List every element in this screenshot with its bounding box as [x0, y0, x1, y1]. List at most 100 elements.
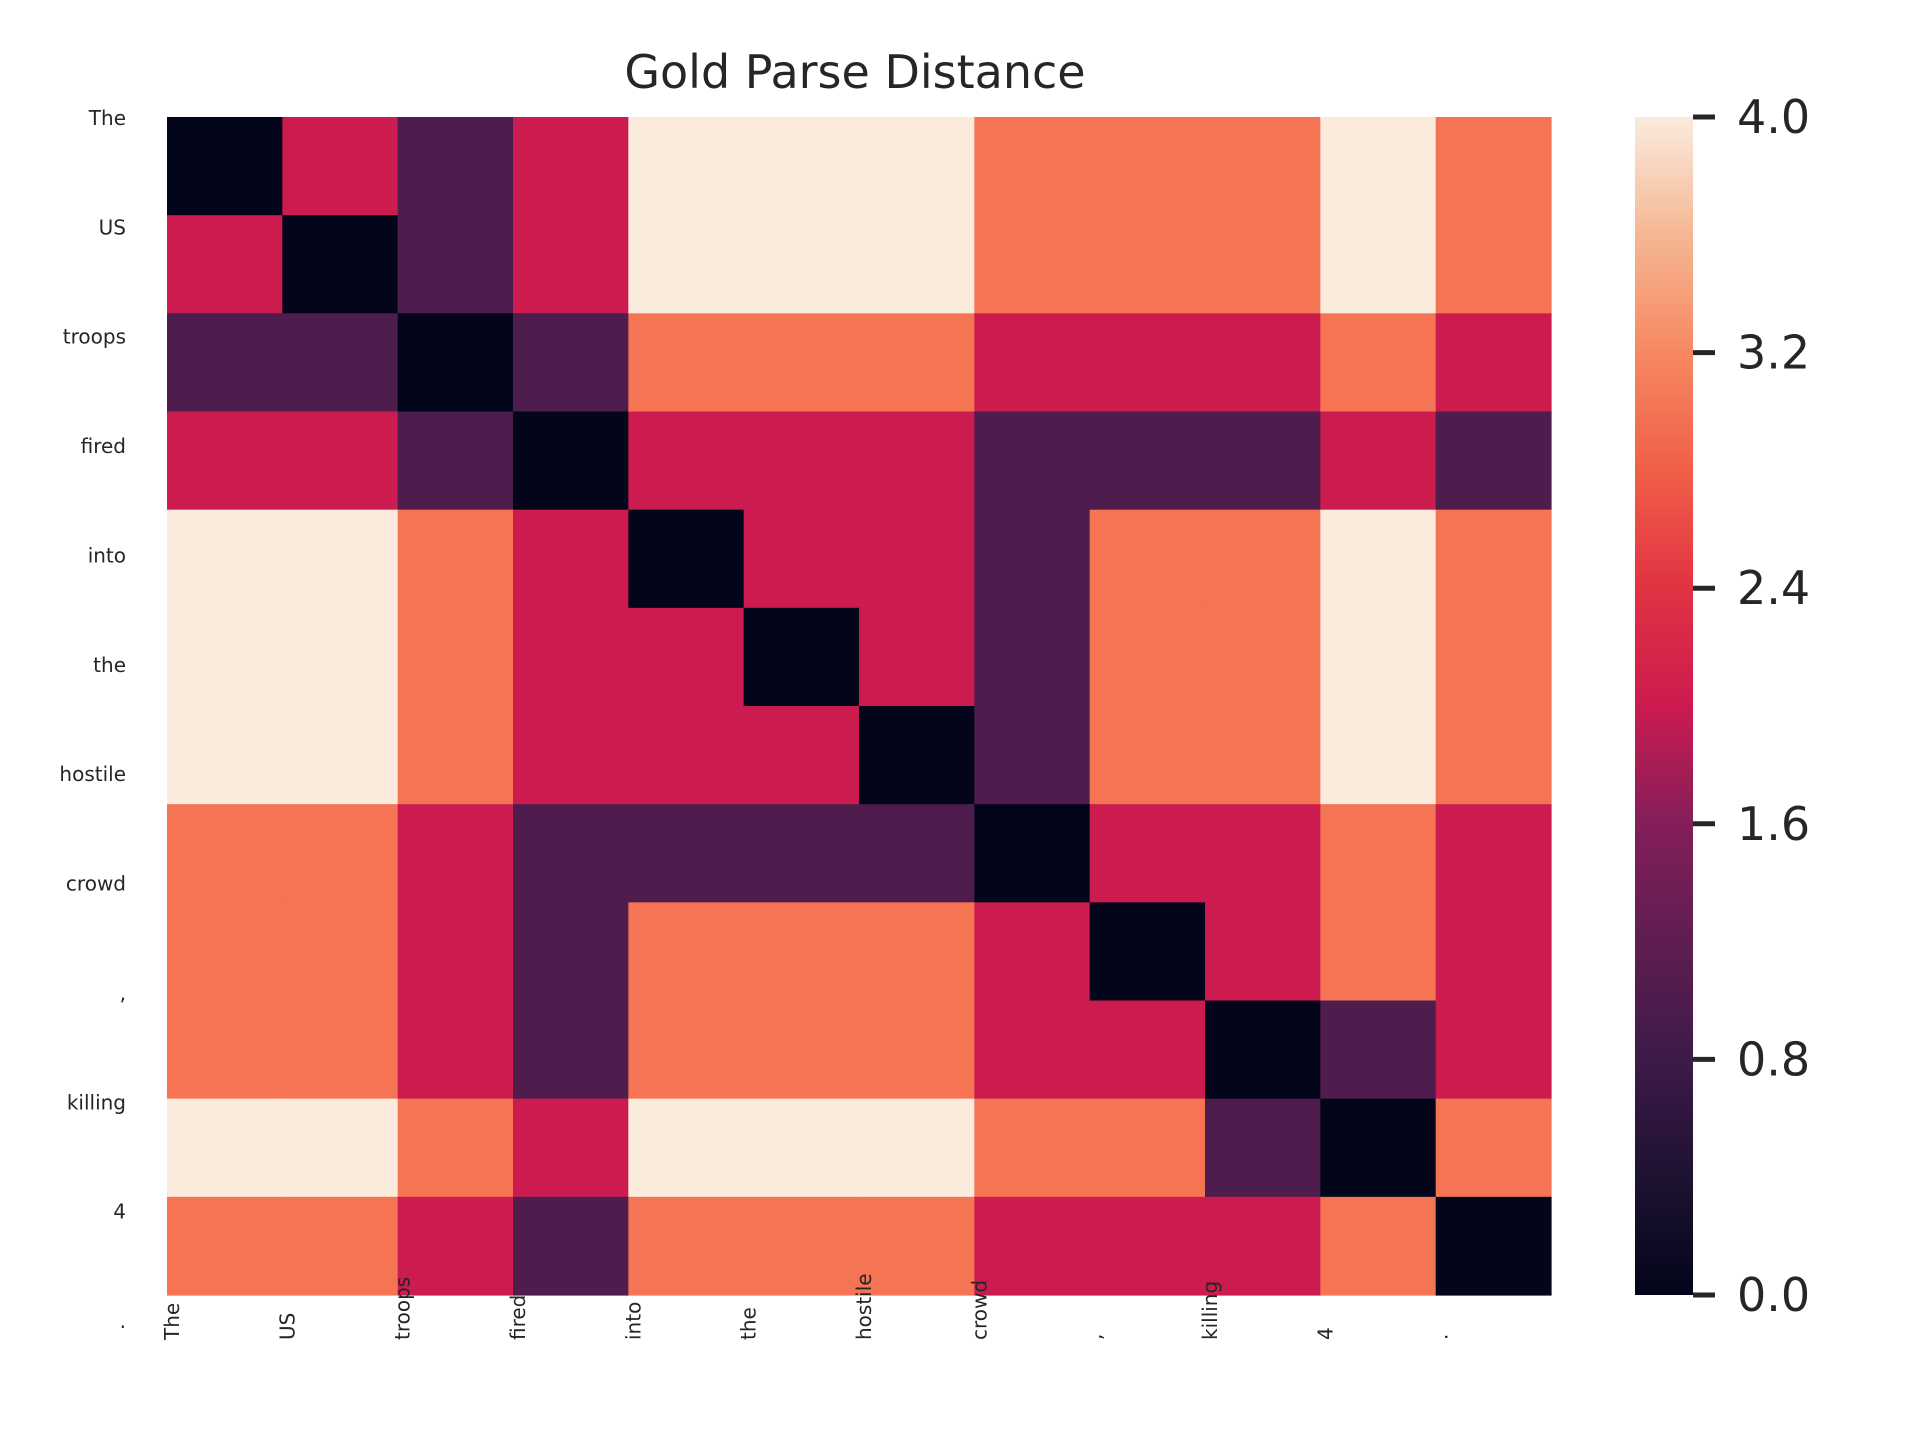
- heatmap-cell-r6-c8: [1089, 706, 1206, 805]
- heatmap-cell-r6-c6: [859, 706, 975, 805]
- heatmap-cell-r11-c5: [743, 1196, 860, 1296]
- heatmap-cell-r9-c3: [513, 1000, 629, 1100]
- x-tick-label: The: [160, 1303, 184, 1341]
- heatmap-cell-r11-c6: [859, 1196, 975, 1296]
- heatmap-cell-r2-c10: [1320, 313, 1437, 413]
- heatmap-cell-r5-c0: [167, 607, 283, 707]
- x-tick-label: the: [737, 1307, 761, 1340]
- heatmap-cell-r1-c3: [513, 215, 629, 314]
- heatmap-cell-r5-c5: [743, 607, 860, 707]
- heatmap-cell-r8-c0: [167, 902, 283, 1002]
- heatmap-cell-r11-c3: [513, 1196, 629, 1296]
- y-axis-tick-labels: The US troops fired into the hostile crowd, kill…: [59, 106, 126, 1333]
- heatmap-cell-r1-c8: [1089, 215, 1206, 314]
- heatmap-cell-r7-c4: [628, 804, 745, 903]
- heatmap-cell-r9-c8: [1089, 1000, 1206, 1100]
- heatmap-cell-r3-c7: [974, 411, 1091, 511]
- heatmap-cell-r0-c0: [167, 117, 283, 216]
- heatmap-cell-r3-c5: [743, 411, 860, 511]
- heatmap-cell-r4-c0: [167, 509, 283, 609]
- heatmap-cell-r0-c10: [1320, 117, 1437, 216]
- chart-title: Gold Parse Distance: [624, 45, 1085, 99]
- heatmap-cell-r11-c11: [1435, 1196, 1552, 1296]
- heatmap-cell-r2-c11: [1435, 313, 1552, 413]
- colorbar-gradient: [1635, 117, 1693, 1295]
- heatmap-cell-r6-c2: [397, 706, 514, 805]
- heatmap-cell-r5-c9: [1205, 607, 1321, 707]
- heatmap-cell-r8-c11: [1435, 902, 1552, 1002]
- colorbar: [1635, 117, 1693, 1295]
- heatmap-cell-r8-c2: [397, 902, 514, 1002]
- heatmap-cell-r2-c3: [513, 313, 629, 413]
- heatmap-cell-r7-c11: [1435, 804, 1552, 903]
- heatmap-cell-r4-c5: [743, 509, 860, 609]
- heatmap-cell-r9-c2: [397, 1000, 514, 1100]
- x-tick-label: into: [621, 1302, 645, 1340]
- heatmap-cell-r7-c5: [743, 804, 860, 903]
- y-tick-label: ,: [120, 981, 126, 1005]
- heatmap-cell-r3-c0: [167, 411, 283, 511]
- heatmap-cell-r6-c0: [167, 706, 283, 805]
- colorbar-tick-label: 0.0: [1737, 1268, 1810, 1322]
- heatmap-cell-r1-c0: [167, 215, 283, 314]
- x-tick-label: troops: [391, 1277, 415, 1340]
- heatmap-cell-r5-c6: [859, 607, 975, 707]
- heatmap-cell-r3-c3: [513, 411, 629, 511]
- heatmap-cell-r5-c3: [513, 607, 629, 707]
- heatmap-cell-r10-c10: [1320, 1098, 1437, 1198]
- heatmap-cell-r2-c0: [167, 313, 283, 413]
- heatmap-cell-r1-c6: [859, 215, 975, 314]
- heatmap-cell-r11-c8: [1089, 1196, 1206, 1296]
- heatmap-cell-r10-c8: [1089, 1098, 1206, 1198]
- heatmap-cell-r7-c0: [167, 804, 283, 903]
- heatmap-cell-r1-c10: [1320, 215, 1437, 314]
- heatmap-cell-r7-c2: [397, 804, 514, 903]
- heatmap-cell-r11-c0: [167, 1196, 283, 1296]
- heatmap-cell-r6-c3: [513, 706, 629, 805]
- heatmap-cell-r9-c1: [282, 1000, 399, 1100]
- heatmap-cell-r1-c5: [743, 215, 860, 314]
- heatmap-cell-r8-c1: [282, 902, 399, 1002]
- heatmap-cell-r1-c9: [1205, 215, 1321, 314]
- x-tick-label: US: [275, 1313, 299, 1340]
- heatmap-cell-r2-c6: [859, 313, 975, 413]
- heatmap-cell-r5-c1: [282, 607, 399, 707]
- heatmap-cell-r8-c7: [974, 902, 1091, 1002]
- heatmap-cell-r9-c9: [1205, 1000, 1321, 1100]
- heatmap-cell-r5-c2: [397, 607, 514, 707]
- y-tick-label: troops: [63, 325, 126, 349]
- y-tick-label: US: [99, 215, 126, 239]
- heatmap-cell-r4-c9: [1205, 509, 1321, 609]
- heatmap-cell-r6-c4: [628, 706, 745, 805]
- heatmap-cell-r1-c7: [974, 215, 1091, 314]
- heatmap-cell-r0-c2: [397, 117, 514, 216]
- heatmap-cell-r2-c8: [1089, 313, 1206, 413]
- heatmap-cell-r4-c10: [1320, 509, 1437, 609]
- y-tick-label: fired: [81, 434, 126, 458]
- heatmap-cell-r7-c9: [1205, 804, 1321, 903]
- heatmap-cell-r9-c4: [628, 1000, 745, 1100]
- heatmap-cell-r3-c9: [1205, 411, 1321, 511]
- colorbar-tick-label: 1.6: [1737, 797, 1810, 851]
- heatmap-cell-r0-c6: [859, 117, 975, 216]
- heatmap-cell-r3-c2: [397, 411, 514, 511]
- heatmap-cell-r10-c11: [1435, 1098, 1552, 1198]
- x-tick-label: 4: [1313, 1327, 1337, 1340]
- heatmap-cell-r8-c9: [1205, 902, 1321, 1002]
- heatmap-cell-r4-c1: [282, 509, 399, 609]
- heatmap-cell-r6-c11: [1435, 706, 1552, 805]
- heatmap-cell-r3-c4: [628, 411, 745, 511]
- x-tick-label: fired: [506, 1295, 530, 1340]
- heatmap-cell-r6-c5: [743, 706, 860, 805]
- heatmap-cell-r4-c2: [397, 509, 514, 609]
- heatmap-cell-r11-c9: [1205, 1196, 1321, 1296]
- y-tick-label: .: [120, 1309, 126, 1333]
- y-tick-label: killing: [67, 1090, 126, 1114]
- heatmap-cell-r10-c2: [397, 1098, 514, 1198]
- heatmap-cell-r2-c2: [397, 313, 514, 413]
- y-tick-label: hostile: [59, 762, 126, 786]
- heatmap-cell-r3-c11: [1435, 411, 1552, 511]
- heatmap-cell-r4-c4: [628, 509, 745, 609]
- x-tick-label: .: [1429, 1334, 1453, 1340]
- heatmap-cell-r9-c10: [1320, 1000, 1437, 1100]
